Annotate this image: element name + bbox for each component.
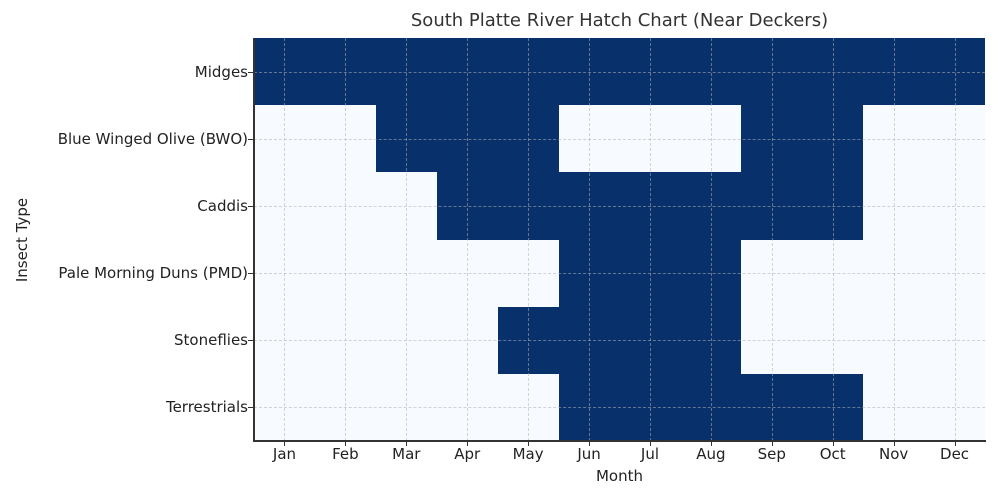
grid-line [589,38,591,441]
grid-line [528,38,530,441]
x-tick [284,441,286,446]
y-tick-label: Caddis [197,196,248,215]
y-tick-label: Terrestrials [165,398,248,417]
heatmap-plot-area [254,38,986,442]
chart-title: South Platte River Hatch Chart (Near Dec… [410,10,829,31]
grid-line [406,38,408,441]
y-tick [248,407,253,409]
grid-line [254,340,985,342]
x-tick-label: Dec [940,445,970,463]
x-tick-label: Apr [454,445,481,463]
grid-line [954,38,956,441]
y-axis-line [253,38,255,442]
grid-line [254,138,985,140]
x-axis-line [253,440,986,442]
x-tick-label: Nov [878,445,909,463]
grid-line [893,38,895,441]
y-tick-label: Pale Morning Duns (PMD) [58,264,248,283]
grid-line [771,38,773,441]
x-tick-label: Oct [819,445,846,463]
y-tick-label: Stoneflies [174,331,248,350]
y-tick-label: Midges [194,62,248,81]
x-tick [528,441,530,446]
x-tick-label: Sep [757,445,786,463]
grid-line [649,38,651,441]
x-tick [954,441,956,446]
y-tick [248,273,253,275]
x-tick [832,441,834,446]
y-axis-title: Insect Type [13,197,31,283]
x-tick [710,441,712,446]
y-tick [248,138,253,140]
grid-line [254,205,985,207]
x-tick [467,441,469,446]
grid-line [345,38,347,441]
x-tick-label: Aug [696,445,726,463]
x-tick-label: May [512,445,544,463]
x-tick-label: Mar [392,445,421,463]
x-axis-title: Month [595,467,643,485]
x-tick [589,441,591,446]
y-tick [248,71,253,73]
x-tick-label: Feb [332,445,359,463]
grid-line [254,71,985,73]
x-tick-label: Jan [272,445,297,463]
y-tick [248,340,253,342]
grid-line [467,38,469,441]
x-tick-label: Jun [577,445,601,463]
grid-line [284,38,286,441]
x-tick [406,441,408,446]
y-tick [248,205,253,207]
grid-line [832,38,834,441]
x-tick [649,441,651,446]
x-tick [771,441,773,446]
grid-line [710,38,712,441]
x-tick-label: Jul [640,445,660,463]
grid-line [254,407,985,409]
grid-line [254,273,985,275]
x-tick [893,441,895,446]
y-tick-label: Blue Winged Olive (BWO) [57,129,248,148]
x-tick [345,441,347,446]
